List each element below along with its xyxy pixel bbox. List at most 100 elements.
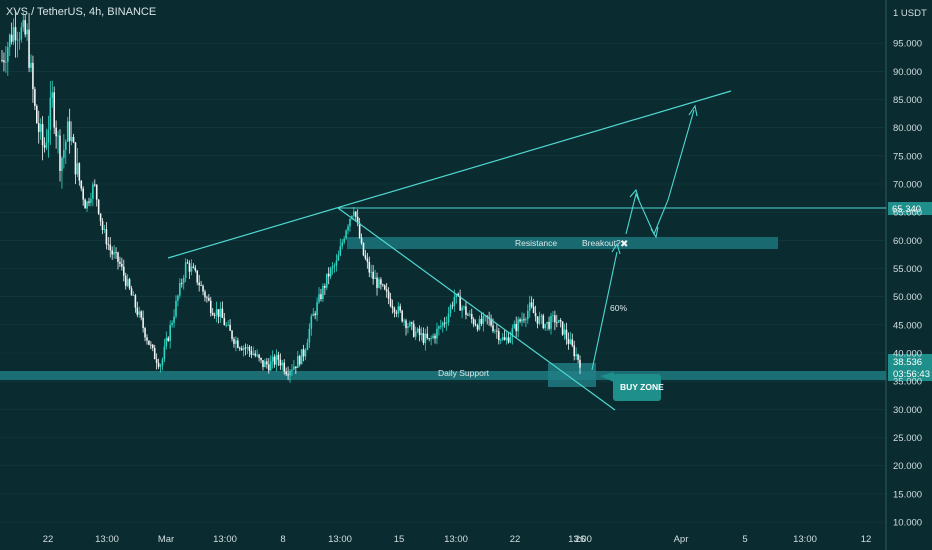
y-tick-label: 45.000 bbox=[893, 320, 922, 331]
candle-body bbox=[111, 250, 113, 255]
candle-body bbox=[552, 315, 554, 317]
candle-body bbox=[155, 359, 158, 363]
candle-body bbox=[231, 330, 233, 339]
candle-body bbox=[318, 294, 320, 303]
candle-body bbox=[194, 267, 197, 271]
candle-body bbox=[393, 308, 396, 313]
breakout-label: Breakout? bbox=[582, 238, 621, 248]
candle-body bbox=[208, 297, 210, 301]
candle-body bbox=[517, 319, 519, 332]
candle-body bbox=[482, 316, 485, 324]
candle-body bbox=[140, 311, 142, 318]
candle-body bbox=[548, 321, 550, 329]
candle-body bbox=[490, 318, 492, 326]
candle-body bbox=[463, 306, 465, 308]
candle-body bbox=[455, 293, 458, 298]
candle-body bbox=[457, 293, 460, 296]
candle-body bbox=[196, 270, 199, 283]
candle-body bbox=[12, 27, 15, 42]
candle-body bbox=[281, 362, 284, 366]
candle-body bbox=[177, 295, 179, 301]
candle-body bbox=[347, 226, 349, 231]
candle-body bbox=[157, 362, 160, 367]
candle-body bbox=[136, 307, 139, 315]
candle-body bbox=[447, 313, 450, 323]
candle-body bbox=[238, 347, 241, 349]
candle-body bbox=[244, 347, 247, 349]
candle-body bbox=[159, 365, 162, 367]
candle-body bbox=[503, 337, 506, 340]
candle-body bbox=[285, 371, 287, 375]
candle-body bbox=[412, 323, 415, 337]
x-tick-label: 13:00 bbox=[213, 534, 237, 545]
y-tick-label: 60.000 bbox=[893, 236, 922, 247]
price-axis[interactable]: 1 USDT 65.340 38.536 03:56:43 95.000 90.0… bbox=[888, 8, 932, 529]
candle-body bbox=[121, 263, 123, 267]
candle-body bbox=[293, 366, 295, 370]
buy-zone-callout-tail bbox=[600, 372, 614, 382]
candle-body bbox=[370, 271, 373, 273]
candle-body bbox=[165, 337, 168, 347]
candle-body bbox=[190, 266, 193, 272]
candle-body bbox=[472, 319, 475, 325]
candle-body bbox=[200, 285, 202, 286]
level-marker-value: 65.340 bbox=[892, 204, 921, 215]
candle-body bbox=[34, 89, 36, 106]
buy-zone-callout bbox=[613, 374, 661, 401]
candle-body bbox=[78, 163, 81, 181]
x-tick-label: 13:00 bbox=[95, 534, 119, 545]
candle-body bbox=[51, 92, 54, 98]
candle-body bbox=[438, 326, 440, 329]
candle-body bbox=[53, 92, 55, 128]
y-tick-label: 95.000 bbox=[893, 39, 922, 50]
candle-body bbox=[20, 27, 23, 40]
candle-body bbox=[399, 306, 402, 311]
candle-body bbox=[579, 359, 581, 368]
candle-body bbox=[358, 223, 361, 238]
candle-body bbox=[314, 313, 316, 316]
annotation-labels: Resistance Breakout? ✖ 60% Daily Support… bbox=[438, 238, 664, 392]
candle-body bbox=[55, 127, 57, 137]
candle-body bbox=[97, 199, 100, 214]
candle-body bbox=[296, 356, 299, 369]
y-tick-label: 15.000 bbox=[893, 489, 922, 500]
y-tick-label: 10.000 bbox=[893, 518, 922, 529]
candle-body bbox=[235, 340, 237, 344]
y-tick-label: 35.000 bbox=[893, 377, 922, 388]
candle-body bbox=[283, 362, 286, 372]
price-axis-unit: 1 USDT bbox=[893, 8, 927, 19]
candle-body bbox=[173, 316, 175, 323]
candle-body bbox=[8, 34, 11, 48]
candle-body bbox=[515, 323, 518, 332]
candle-body bbox=[184, 262, 187, 279]
candle-body bbox=[163, 346, 166, 360]
candle-body bbox=[273, 356, 276, 365]
candle-body bbox=[538, 316, 541, 324]
candle-body bbox=[324, 285, 326, 288]
candle-body bbox=[397, 306, 400, 314]
candle-body bbox=[122, 266, 125, 276]
candle-body bbox=[16, 39, 19, 41]
upper-trendline bbox=[167, 90, 732, 259]
candle-body bbox=[443, 322, 446, 324]
candle-body bbox=[18, 39, 21, 41]
candle-body bbox=[573, 345, 576, 357]
candle-body bbox=[302, 349, 305, 357]
candle-body bbox=[221, 308, 224, 318]
candle-body bbox=[354, 211, 357, 217]
candle-body bbox=[312, 313, 315, 317]
candle-body bbox=[374, 277, 376, 279]
candle-body bbox=[90, 198, 92, 203]
projection-path-2 bbox=[625, 109, 695, 236]
candle-body bbox=[407, 326, 409, 329]
trend-drawings bbox=[167, 90, 886, 411]
candle-body bbox=[225, 324, 228, 326]
candle-body bbox=[403, 320, 405, 322]
x-tick-label: 26 bbox=[575, 534, 586, 545]
candle-body bbox=[561, 321, 564, 335]
candle-body bbox=[82, 188, 84, 200]
candle-body bbox=[254, 353, 257, 356]
candle-body bbox=[337, 255, 340, 261]
